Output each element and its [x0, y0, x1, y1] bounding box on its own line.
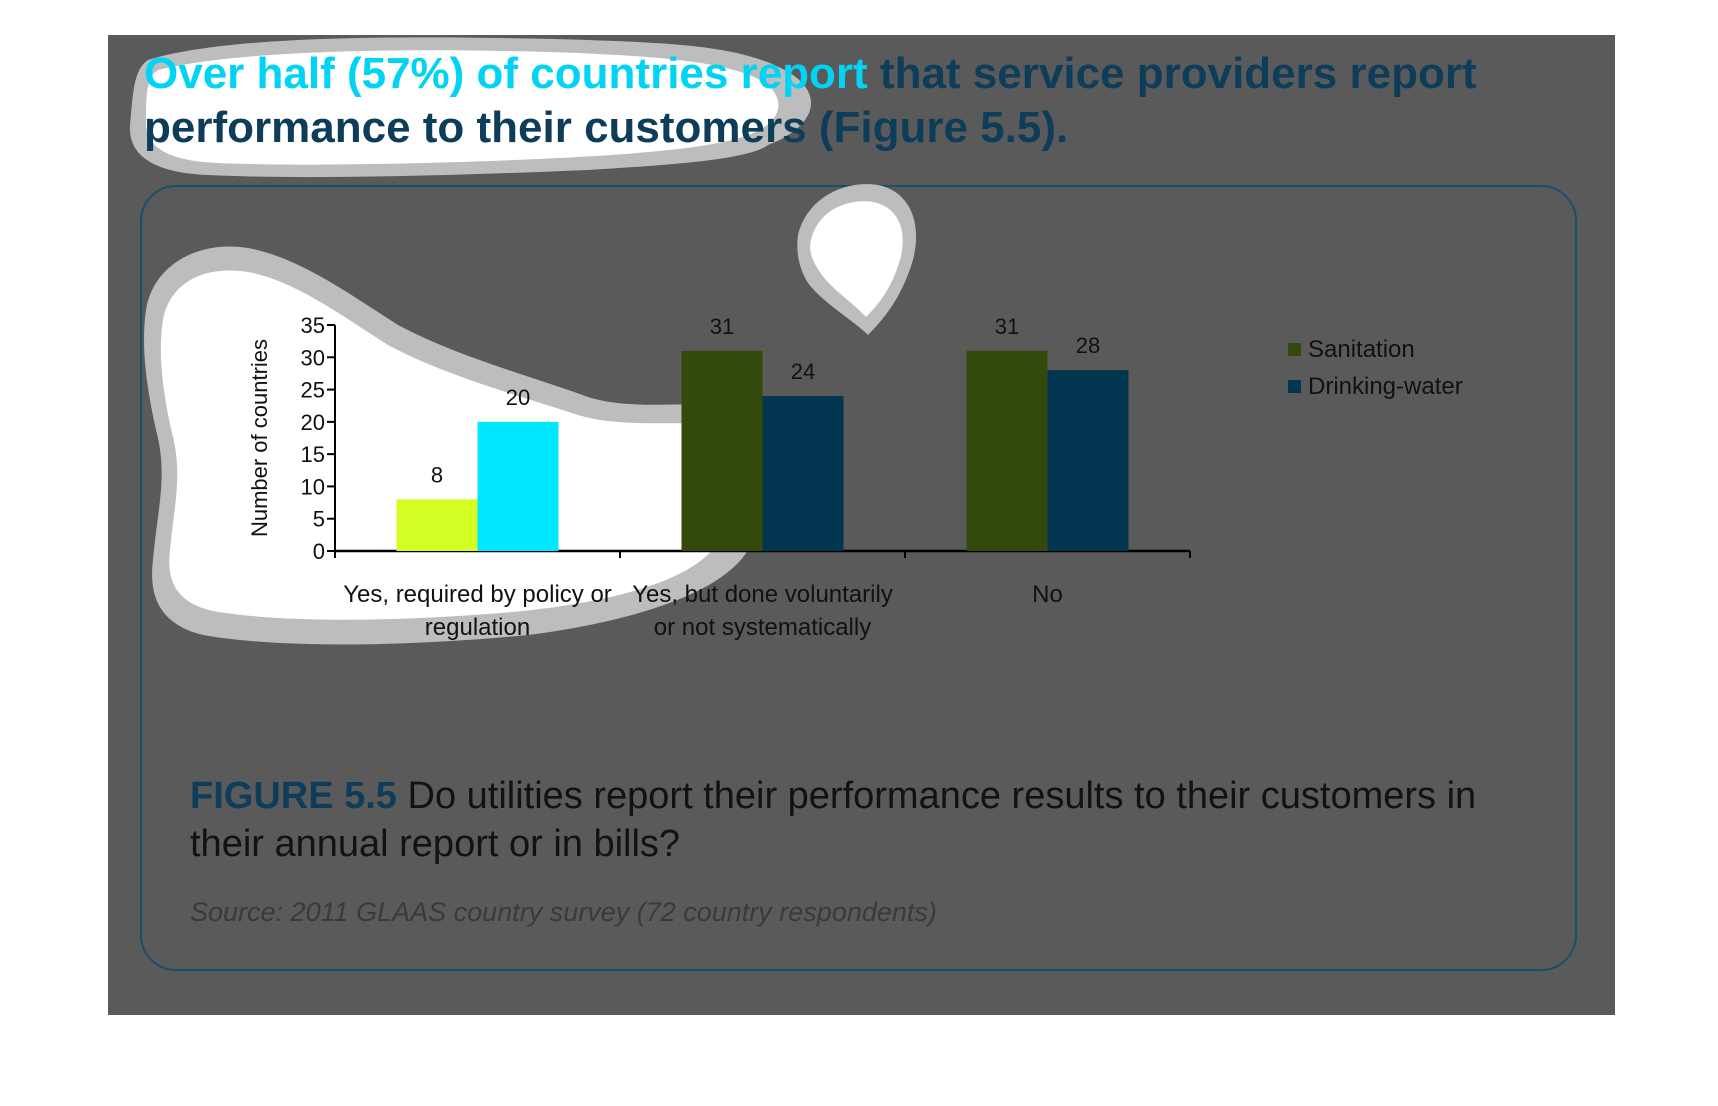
legend-label-sanitation: Sanitation [1308, 335, 1415, 363]
data-label: 31 [710, 314, 734, 339]
headline-highlighted-part: Over half (57%) of countries report [144, 49, 868, 98]
source-note: Source: 2011 GLAAS country survey (72 co… [190, 897, 937, 927]
bar-chart: 0 5 10 15 20 25 30 35 Number of countries Yes, r… [247, 313, 1191, 641]
bar-drinking-water [477, 421, 559, 551]
figure-caption: FIGURE 5.5 Do utilities report their per… [190, 772, 1550, 868]
figure-label: FIGURE 5.5 [190, 775, 397, 817]
y-tick-label: 15 [301, 442, 325, 467]
bar-sanitation [681, 350, 763, 551]
slide: Over half (57%) of countries report that… [108, 35, 1615, 1015]
headline: Over half (57%) of countries report that… [144, 47, 1584, 155]
y-axis: 0 5 10 15 20 25 30 35 Number of countries [247, 313, 336, 564]
bar-drinking-water [1047, 370, 1129, 551]
legend-item-sanitation: Sanitation [1288, 331, 1463, 368]
legend-item-drinking-water: Drinking-water [1288, 368, 1463, 405]
y-tick-label: 30 [301, 345, 325, 370]
x-category-label: or not systematically [654, 614, 871, 641]
data-label: 8 [431, 462, 443, 487]
x-category-label: Yes, required by policy or [343, 581, 612, 608]
data-label: 20 [506, 385, 530, 410]
data-label: 28 [1076, 333, 1100, 358]
y-tick-label: 10 [301, 474, 325, 499]
legend-label-drinking-water: Drinking-water [1308, 372, 1463, 400]
y-tick-label: 25 [301, 378, 325, 403]
bar-sanitation [966, 350, 1048, 551]
bar-sanitation [396, 499, 478, 551]
data-label: 24 [791, 359, 815, 384]
x-category-label: regulation [425, 614, 530, 641]
legend-swatch-sanitation [1288, 343, 1301, 356]
y-axis-title: Number of countries [247, 339, 272, 537]
figure-caption-text: Do utilities report their performance re… [190, 775, 1477, 865]
chart-legend: Sanitation Drinking-water [1288, 331, 1463, 405]
x-axis: Yes, required by policy or regulation Yes,… [334, 549, 1191, 641]
legend-swatch-drinking-water [1288, 380, 1301, 393]
x-category-label: Yes, but done voluntarily [632, 581, 893, 608]
bars [396, 350, 1129, 551]
y-tick-label: 35 [301, 313, 325, 338]
x-category-label: No [1032, 581, 1063, 608]
y-tick-label: 5 [313, 507, 325, 532]
data-label: 31 [995, 314, 1019, 339]
y-tick-label: 0 [313, 539, 325, 564]
y-tick-label: 20 [301, 410, 325, 435]
bar-drinking-water [762, 396, 844, 551]
